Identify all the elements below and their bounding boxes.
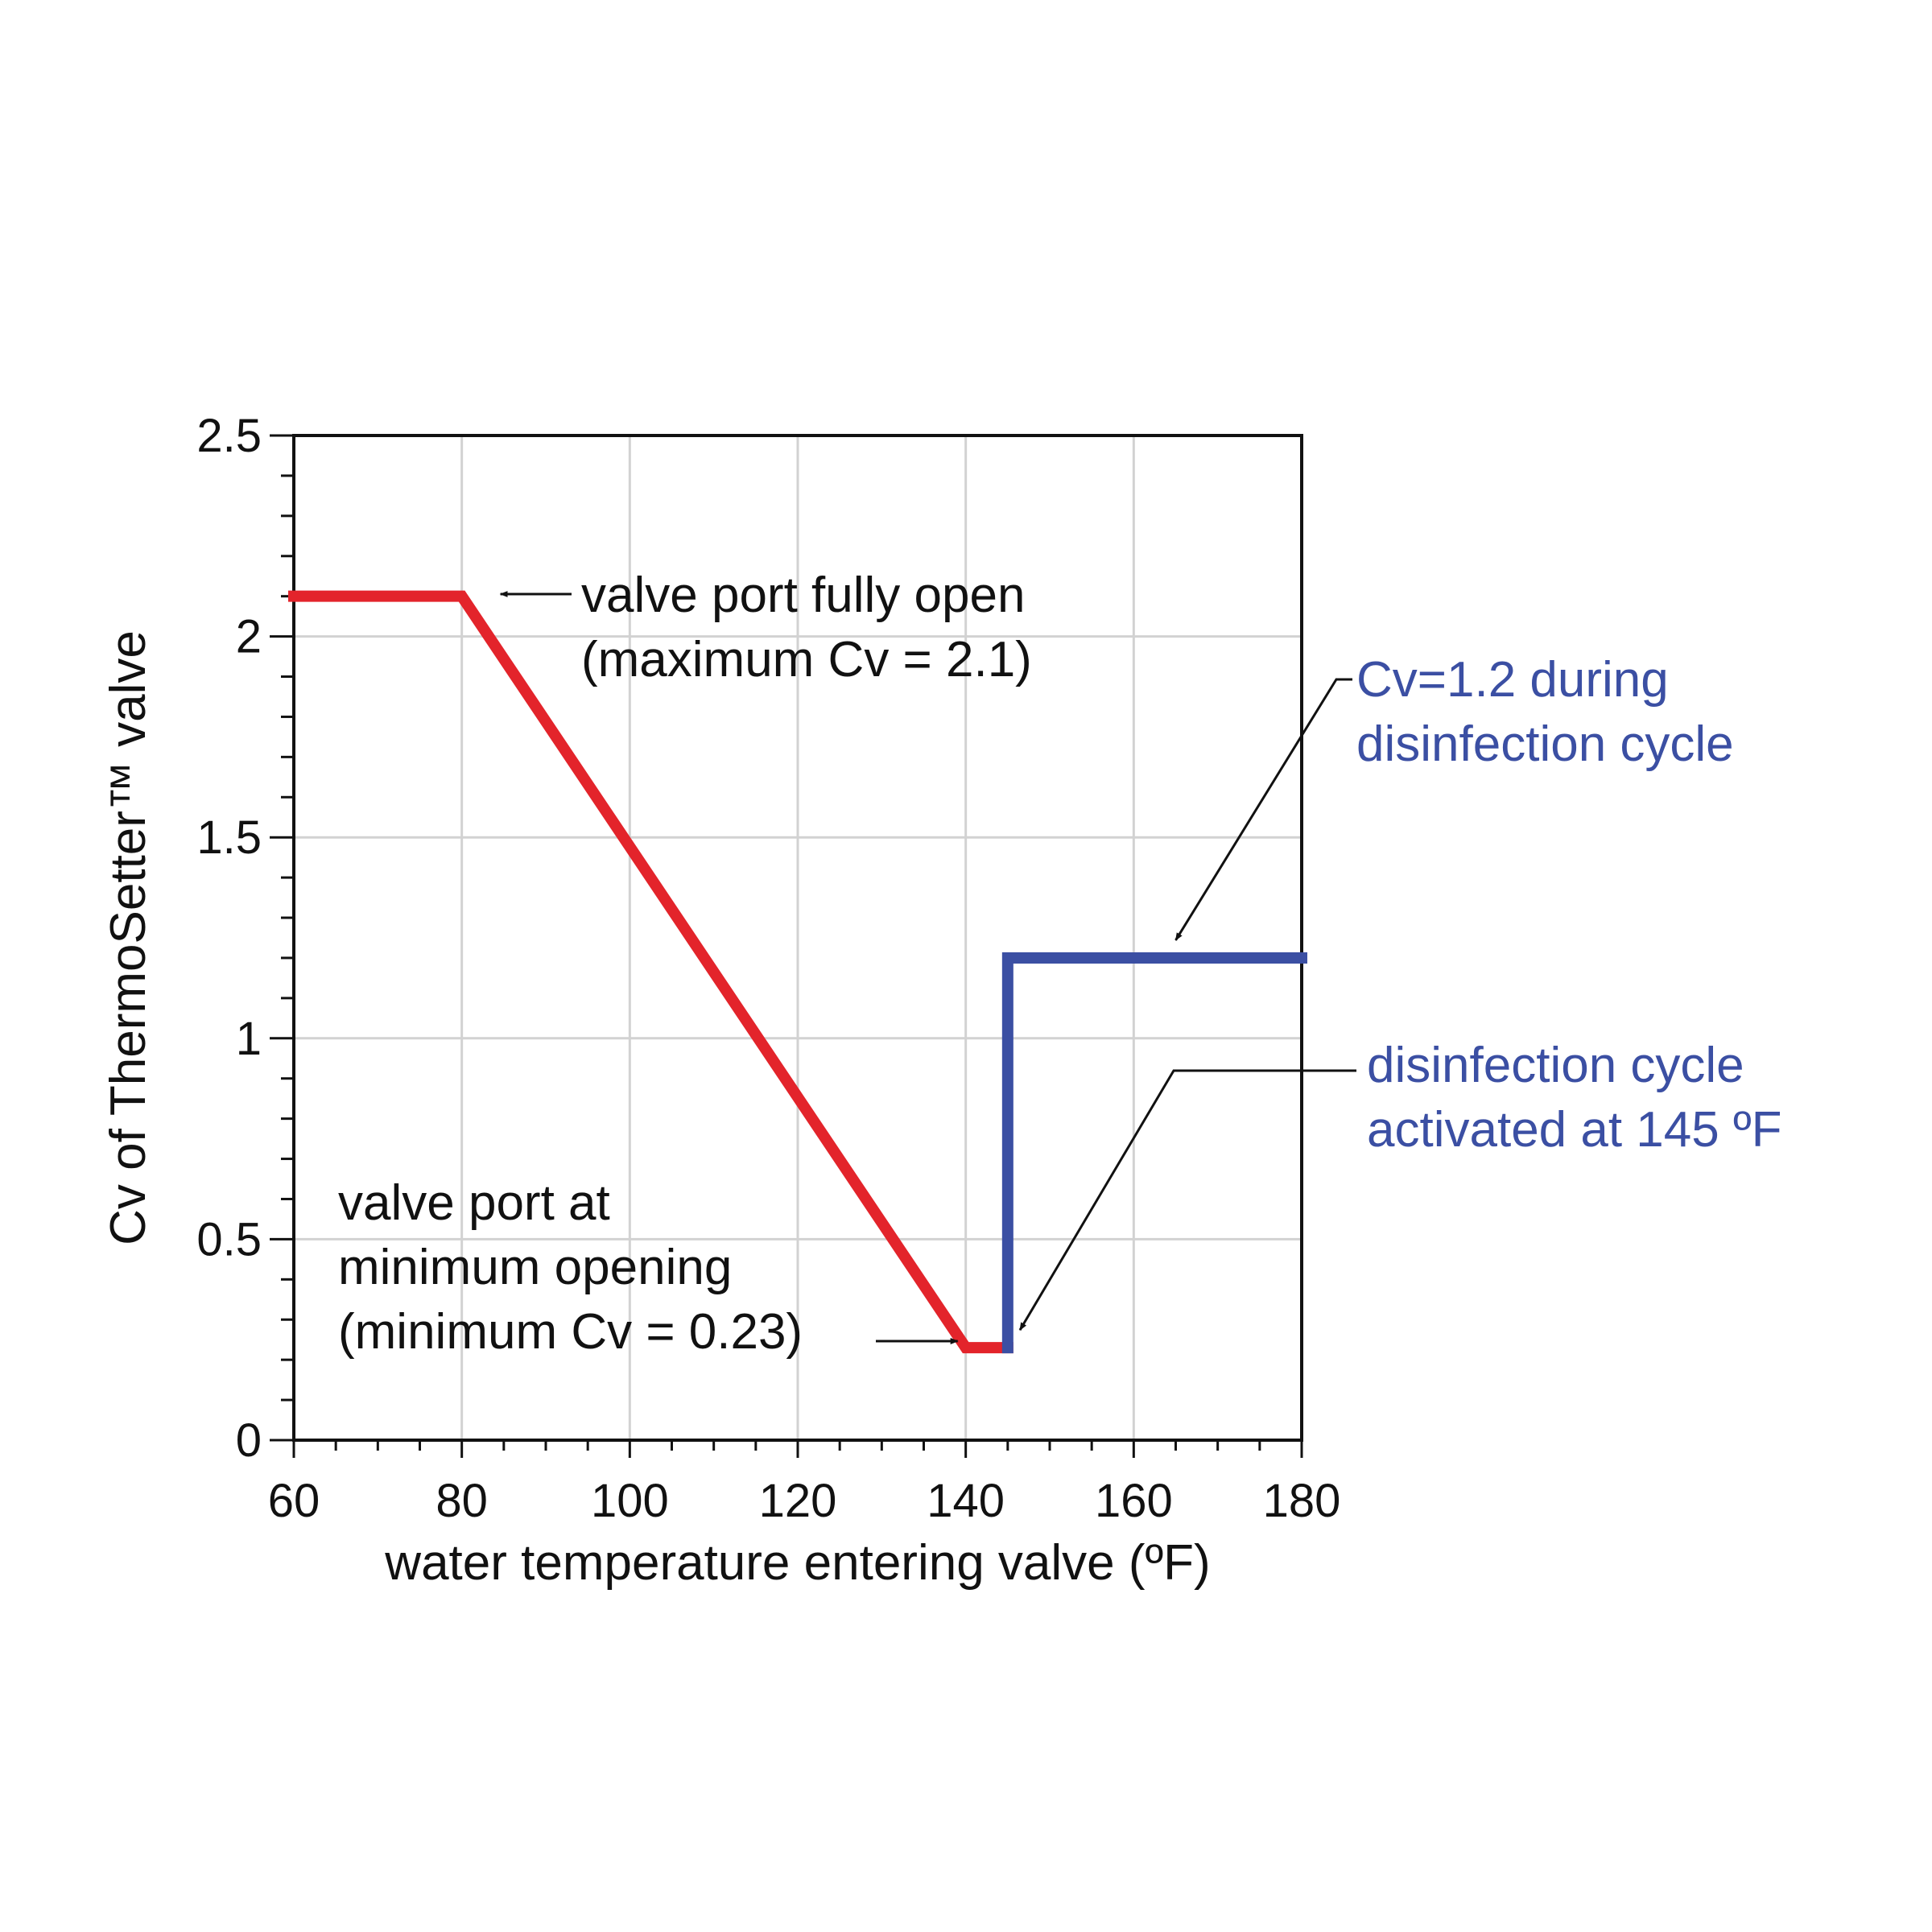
x-axis-title: water temperature entering valve (ºF) (384, 1535, 1210, 1591)
annotation-minimum-opening-line-1: valve port at (338, 1175, 610, 1231)
y-tick-label: 0.5 (196, 1213, 262, 1265)
minor-ticks (270, 434, 1303, 1458)
annotation-minimum-opening-line-2: minimum opening (338, 1240, 732, 1295)
y-tick-label: 2.5 (196, 410, 262, 462)
x-tick-label: 180 (1263, 1475, 1341, 1527)
x-tick-label: 60 (268, 1475, 320, 1527)
series (288, 590, 1307, 1354)
arrow-disinfection-cv (1174, 678, 1352, 941)
tick-labels: 60 80 100 120 140 160 180 0 0.5 1 1.5 2 2.5 (196, 410, 1340, 1527)
x-tick-label: 100 (591, 1475, 669, 1527)
annotation-activation-line-1: disinfection cycle (1367, 1038, 1744, 1093)
annotation-fully-open-line-2: (maximum Cv = 2.1) (581, 632, 1032, 687)
x-tick-label: 160 (1095, 1475, 1173, 1527)
grid (294, 436, 1302, 1440)
x-tick-label: 140 (927, 1475, 1005, 1527)
x-tick-label: 80 (436, 1475, 488, 1527)
annotation-activation-line-2: activated at 145 ºF (1367, 1102, 1782, 1158)
y-tick-label: 1.5 (196, 811, 262, 864)
annotation-disinfection-cv-line-1: Cv=1.2 during (1356, 652, 1669, 708)
annotation-minimum-opening-line-3: (minimum Cv = 0.23) (338, 1304, 803, 1360)
series-line-2 (1001, 952, 1307, 1354)
y-tick-label: 2 (236, 611, 262, 663)
annotation-fully-open-line-1: valve port fully open (581, 568, 1025, 623)
y-axis-title: Cv of ThermoSetter™ valve (101, 630, 156, 1245)
arrow-activation (1018, 1069, 1356, 1331)
y-tick-label: 0 (236, 1414, 262, 1467)
annotations: valve port fully open (maximum Cv = 2.1) v… (338, 568, 1782, 1360)
x-tick-label: 120 (759, 1475, 837, 1527)
plot-frame (292, 434, 1303, 1442)
y-tick-label: 1 (236, 1013, 262, 1065)
annotation-disinfection-cv-line-2: disinfection cycle (1356, 716, 1734, 772)
series-line-1 (288, 590, 1013, 1354)
